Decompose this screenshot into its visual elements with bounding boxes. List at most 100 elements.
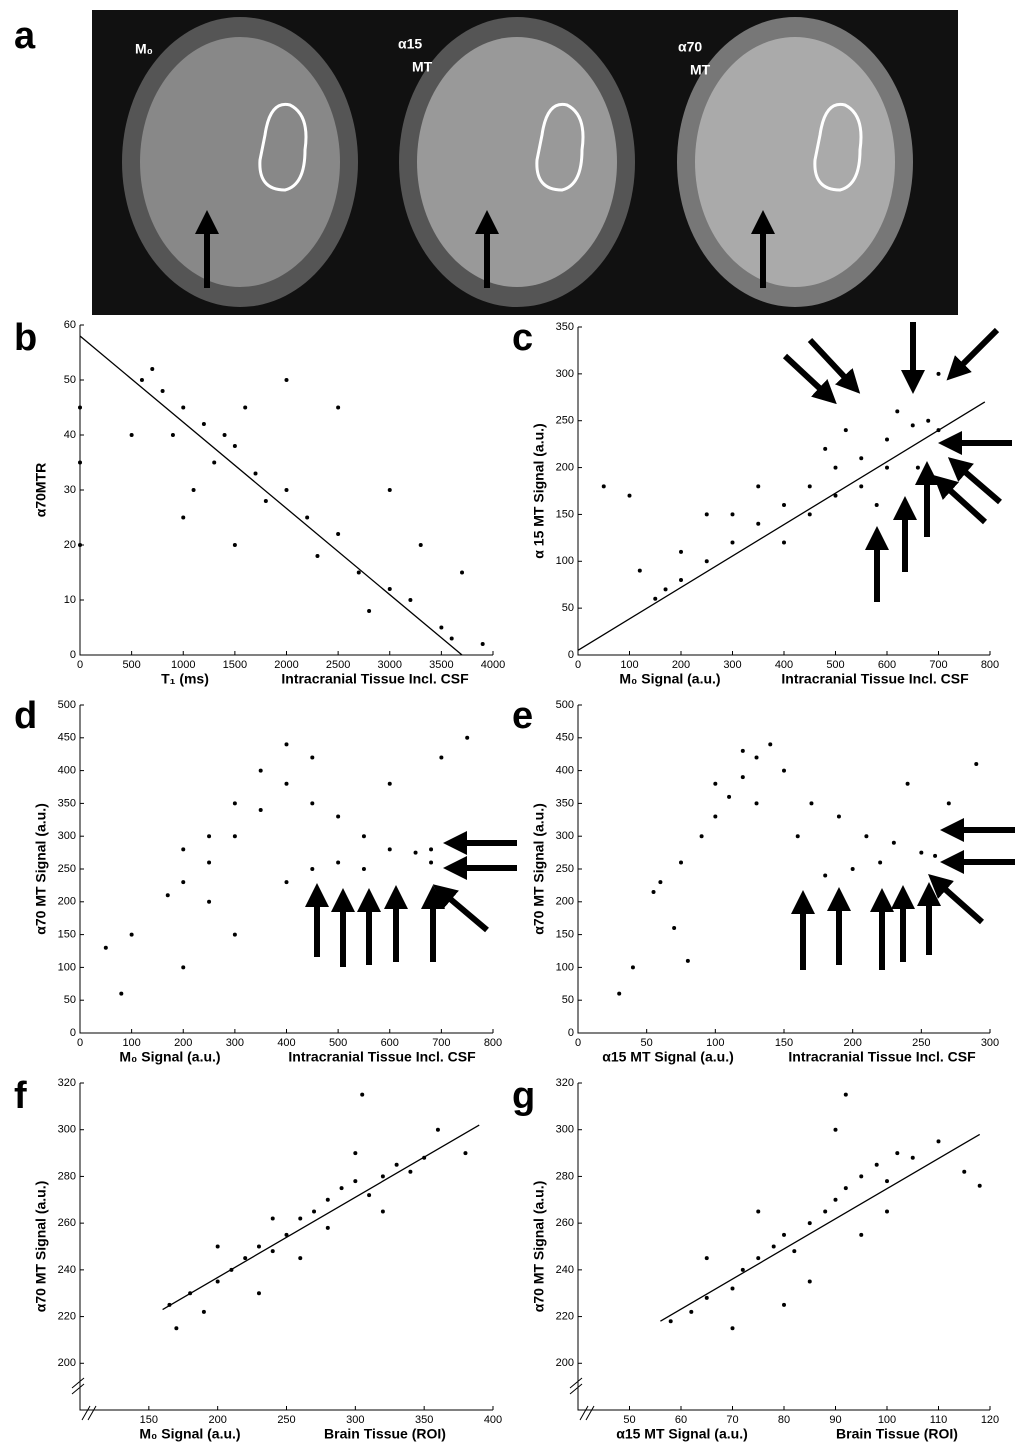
data-point <box>181 405 186 410</box>
panel-label: g <box>512 1075 535 1117</box>
data-point <box>258 768 263 773</box>
data-point <box>601 484 606 489</box>
data-point <box>833 493 838 498</box>
y-tick-label: 0 <box>568 649 574 661</box>
x-tick-label: 200 <box>174 1037 192 1049</box>
y-tick-label: 100 <box>58 961 76 973</box>
panel-label: e <box>512 695 533 737</box>
data-point <box>807 484 812 489</box>
data-point <box>962 1169 967 1174</box>
data-point <box>212 460 217 465</box>
panel-label: b <box>14 317 37 359</box>
data-point <box>740 1267 745 1272</box>
x-tick-label: 400 <box>775 659 793 671</box>
axes <box>79 1083 493 1411</box>
data-point <box>756 484 761 489</box>
data-point <box>336 532 341 536</box>
y-tick-label: 50 <box>562 994 574 1006</box>
data-point <box>165 893 170 898</box>
data-point <box>207 899 212 904</box>
y-tick-label: 0 <box>70 649 76 661</box>
data-point <box>919 850 924 855</box>
x-tick-label: 400 <box>277 1037 295 1049</box>
y-axis-label: α70MTR <box>33 463 49 518</box>
data-point <box>310 867 315 871</box>
data-point <box>160 389 165 393</box>
y-axis-label: α70 MT Signal (a.u.) <box>33 803 49 935</box>
x-tick-label: 300 <box>226 1037 244 1049</box>
data-point <box>325 1197 330 1202</box>
y-tick-label: 400 <box>556 765 574 777</box>
data-point <box>380 1209 385 1214</box>
data-point <box>215 1244 220 1249</box>
y-tick-label: 30 <box>64 484 76 496</box>
data-point <box>387 488 392 492</box>
data-point <box>284 1232 289 1237</box>
data-point <box>284 488 289 492</box>
y-tick-label: 350 <box>556 797 574 809</box>
data-point <box>859 1174 864 1179</box>
annotation: Intracranial Tissue Incl. CSF <box>281 671 469 687</box>
data-point <box>310 755 315 760</box>
y-tick-label: 0 <box>70 1027 76 1039</box>
x-tick-label: 500 <box>826 659 844 671</box>
data-point <box>353 1179 358 1184</box>
y-tick-label: 200 <box>58 1357 76 1369</box>
data-point <box>730 540 735 545</box>
x-tick-label: 600 <box>381 1037 399 1049</box>
x-tick-label: 150 <box>140 1414 158 1426</box>
y-axis-label: α 15 MT Signal (a.u.) <box>531 423 547 558</box>
fit-line <box>577 401 986 651</box>
y-tick-label: 350 <box>58 797 76 809</box>
data-point <box>215 1279 220 1284</box>
data-point <box>284 880 289 885</box>
data-point <box>429 860 434 865</box>
x-tick-label: 250 <box>277 1414 295 1426</box>
y-tick-label: 220 <box>58 1310 76 1322</box>
y-tick-label: 450 <box>58 732 76 744</box>
data-point <box>298 1256 303 1261</box>
y-tick-label: 250 <box>556 415 574 427</box>
y-tick-label: 250 <box>58 863 76 875</box>
data-point <box>449 636 454 641</box>
data-point <box>439 755 444 760</box>
fit-line <box>162 1124 480 1311</box>
x-tick-label: 80 <box>778 1414 790 1426</box>
data-point <box>823 446 828 451</box>
data-point <box>782 1302 786 1307</box>
y-tick-label: 0 <box>568 1027 574 1039</box>
x-tick-label: 90 <box>829 1414 841 1426</box>
x-axis-label: M₀ Signal (a.u.) <box>119 1049 220 1065</box>
data-point <box>843 1092 848 1097</box>
data-point <box>836 814 841 819</box>
y-tick-label: 350 <box>556 321 574 333</box>
data-point <box>740 775 745 780</box>
axes <box>79 705 493 1034</box>
data-point <box>974 762 979 767</box>
data-point <box>617 991 622 996</box>
x-tick-label: 4000 <box>481 659 505 671</box>
x-tick-label: 0 <box>575 1037 581 1049</box>
data-point <box>435 1127 440 1132</box>
data-point <box>181 965 186 970</box>
data-point <box>387 847 392 852</box>
x-tick-label: 100 <box>878 1414 896 1426</box>
data-point <box>284 781 289 786</box>
data-point <box>630 965 635 970</box>
image-label: MT <box>690 62 711 78</box>
arrow <box>782 353 837 405</box>
arrow <box>432 884 489 933</box>
data-point <box>768 742 773 747</box>
data-point <box>833 1127 838 1132</box>
x-tick-label: 100 <box>706 1037 724 1049</box>
y-tick-label: 280 <box>58 1170 76 1182</box>
data-point <box>704 1295 709 1300</box>
data-point <box>256 1291 261 1296</box>
data-point <box>977 1183 982 1188</box>
x-axis-label: α15 MT Signal (a.u.) <box>616 1426 748 1442</box>
data-point <box>885 437 889 442</box>
x-axis-label: M₀ Signal (a.u.) <box>619 671 720 687</box>
y-tick-label: 50 <box>64 374 76 386</box>
y-axis-label: α70 MT Signal (a.u.) <box>33 1181 49 1313</box>
